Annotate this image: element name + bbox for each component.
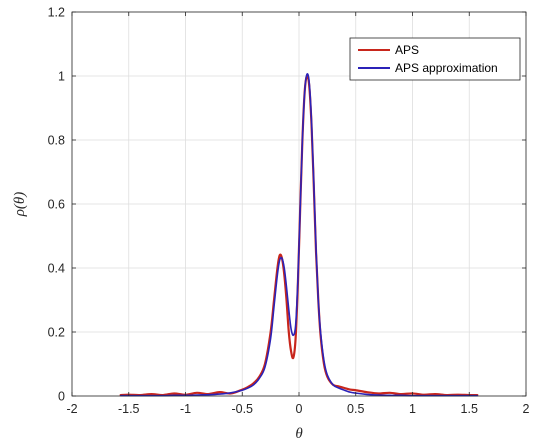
x-tick-label: 2 bbox=[523, 402, 530, 416]
series-line-aps-approximation bbox=[119, 73, 479, 397]
y-tick-label: 0.4 bbox=[48, 262, 65, 276]
x-tick-label: -2 bbox=[66, 402, 77, 416]
y-tick-label: 1.2 bbox=[48, 6, 65, 20]
x-tick-label: 0.5 bbox=[347, 402, 364, 416]
x-tick-label: -0.5 bbox=[231, 402, 253, 416]
x-tick-label: -1 bbox=[180, 402, 191, 416]
legend-box bbox=[349, 37, 521, 81]
y-tick-label: 0.6 bbox=[48, 198, 65, 212]
legend-label-aps: APS bbox=[395, 43, 419, 57]
x-axis-label: θ bbox=[295, 426, 303, 442]
x-tick-label: 1 bbox=[409, 402, 416, 416]
legend: APS APS approximation bbox=[349, 37, 521, 81]
series-layer bbox=[119, 73, 479, 397]
y-axis-label: ρ(θ) bbox=[12, 192, 28, 218]
ticks: -2 -1.5 -1 -0.5 0 0.5 1 1.5 2 0 0.2 0.4 0.6 0.8 1 1.2 bbox=[48, 6, 530, 417]
x-tick-label: 0 bbox=[296, 402, 303, 416]
y-tick-label: 1 bbox=[58, 70, 65, 84]
y-axis-label-group: ρ(θ) bbox=[12, 192, 28, 218]
y-tick-label: 0.2 bbox=[48, 326, 65, 340]
x-tick-label: -1.5 bbox=[118, 402, 140, 416]
x-tick-label: 1.5 bbox=[461, 402, 478, 416]
legend-label-aps-approximation: APS approximation bbox=[395, 61, 498, 75]
y-tick-label: 0 bbox=[58, 390, 65, 404]
y-tick-label: 0.8 bbox=[48, 134, 65, 148]
